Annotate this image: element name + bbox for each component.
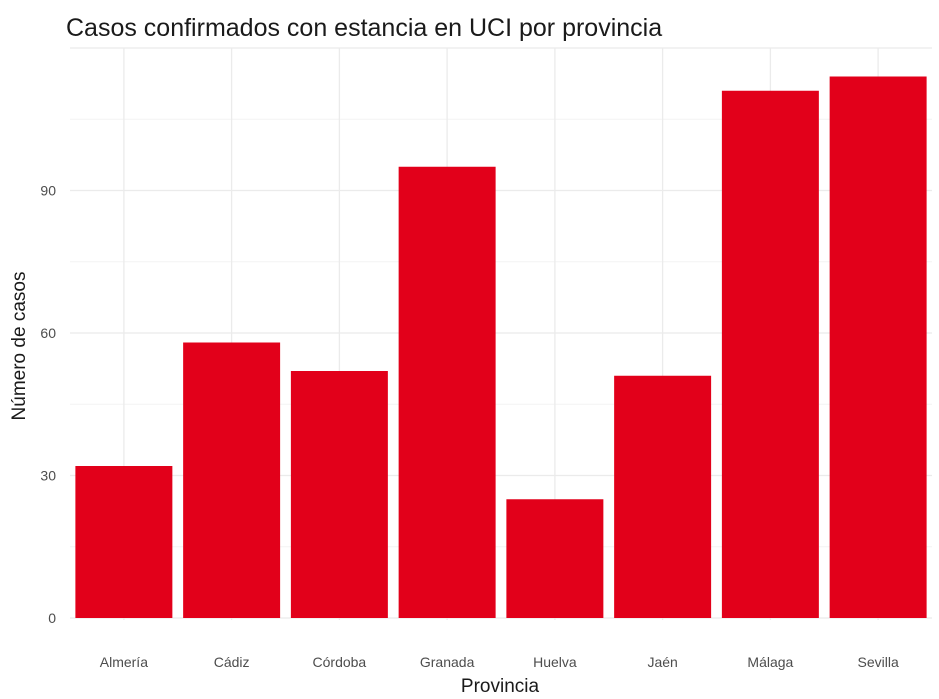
bar-granada: [398, 166, 496, 618]
x-tick-label: Sevilla: [858, 654, 899, 670]
y-axis-ticks: 0 30 60 90: [40, 183, 56, 627]
y-tick-label: 0: [48, 610, 56, 626]
x-axis-ticks: Almería Cádiz Córdoba Granada Huelva Jaén Mála…: [100, 654, 899, 670]
chart-title: Casos confirmados con estancia en UCI po…: [66, 14, 662, 42]
bar-córdoba: [290, 371, 388, 618]
y-tick-label: 90: [40, 183, 56, 199]
x-tick-label: Granada: [420, 654, 475, 670]
x-axis-title: Provincia: [461, 676, 540, 697]
bars-group: [75, 76, 927, 618]
x-tick-label: Cádiz: [214, 654, 250, 670]
y-axis-title: Número de casos: [9, 272, 30, 421]
bar-sevilla: [829, 76, 927, 618]
x-tick-label: Almería: [100, 654, 148, 670]
y-tick-label: 30: [40, 468, 56, 484]
bar-málaga: [721, 90, 819, 618]
y-tick-label: 60: [40, 325, 56, 341]
x-tick-label: Córdoba: [313, 654, 367, 670]
x-tick-label: Málaga: [747, 654, 793, 670]
bar-cádiz: [183, 342, 281, 618]
x-tick-label: Jaén: [647, 654, 677, 670]
x-tick-label: Huelva: [533, 654, 577, 670]
bar-huelva: [506, 499, 604, 618]
bar-jaén: [614, 375, 712, 618]
bar-almería: [75, 466, 173, 618]
